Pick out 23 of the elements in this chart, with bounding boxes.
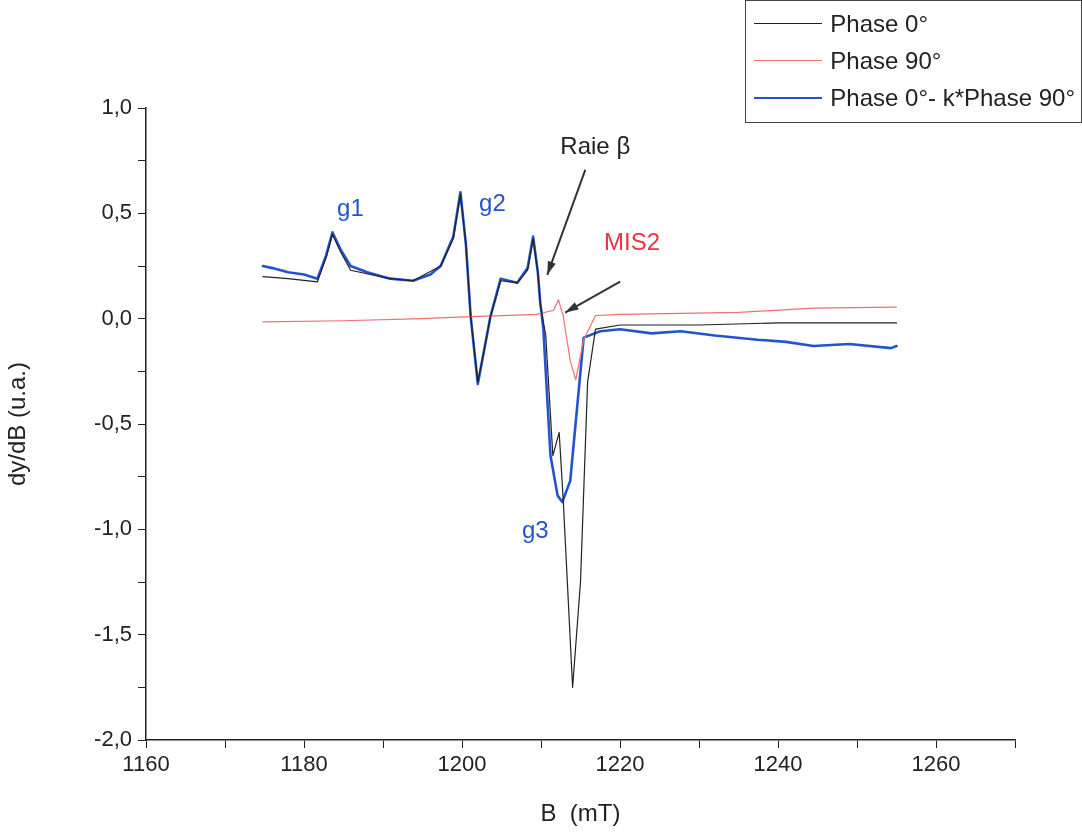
y-tick-label: 0,5 [101, 199, 132, 225]
x-tick-label: 1180 [280, 751, 328, 777]
annotation: g2 [479, 188, 506, 216]
y-tick-label: 1,0 [101, 94, 132, 120]
y-tick-label: -0,5 [94, 410, 132, 436]
x-tick-label: 1160 [122, 751, 170, 777]
y-tick-label: -1,5 [94, 620, 132, 646]
annotation: Raie β [560, 132, 631, 160]
y-axis-title: dy/dB (u.a.) [3, 361, 31, 487]
x-tick-label: 1240 [753, 751, 803, 777]
legend-label: Phase 0° [830, 9, 928, 38]
x-tick-label: 1220 [595, 751, 645, 777]
y-tick-label: 0,0 [101, 304, 132, 330]
legend-label: Phase 90° [830, 46, 942, 75]
x-tick-label: 1200 [437, 751, 487, 777]
annotation: g3 [521, 515, 549, 543]
y-tick-label: -2,0 [94, 726, 132, 752]
x-axis-title: B (mT) [540, 799, 621, 827]
x-tick-label: 1260 [911, 751, 961, 777]
annotation: g1 [337, 193, 364, 221]
legend-label: Phase 0°- k*Phase 90° [830, 83, 1075, 112]
y-tick-label: -1,0 [94, 515, 132, 541]
annotation: MIS2 [604, 228, 661, 256]
